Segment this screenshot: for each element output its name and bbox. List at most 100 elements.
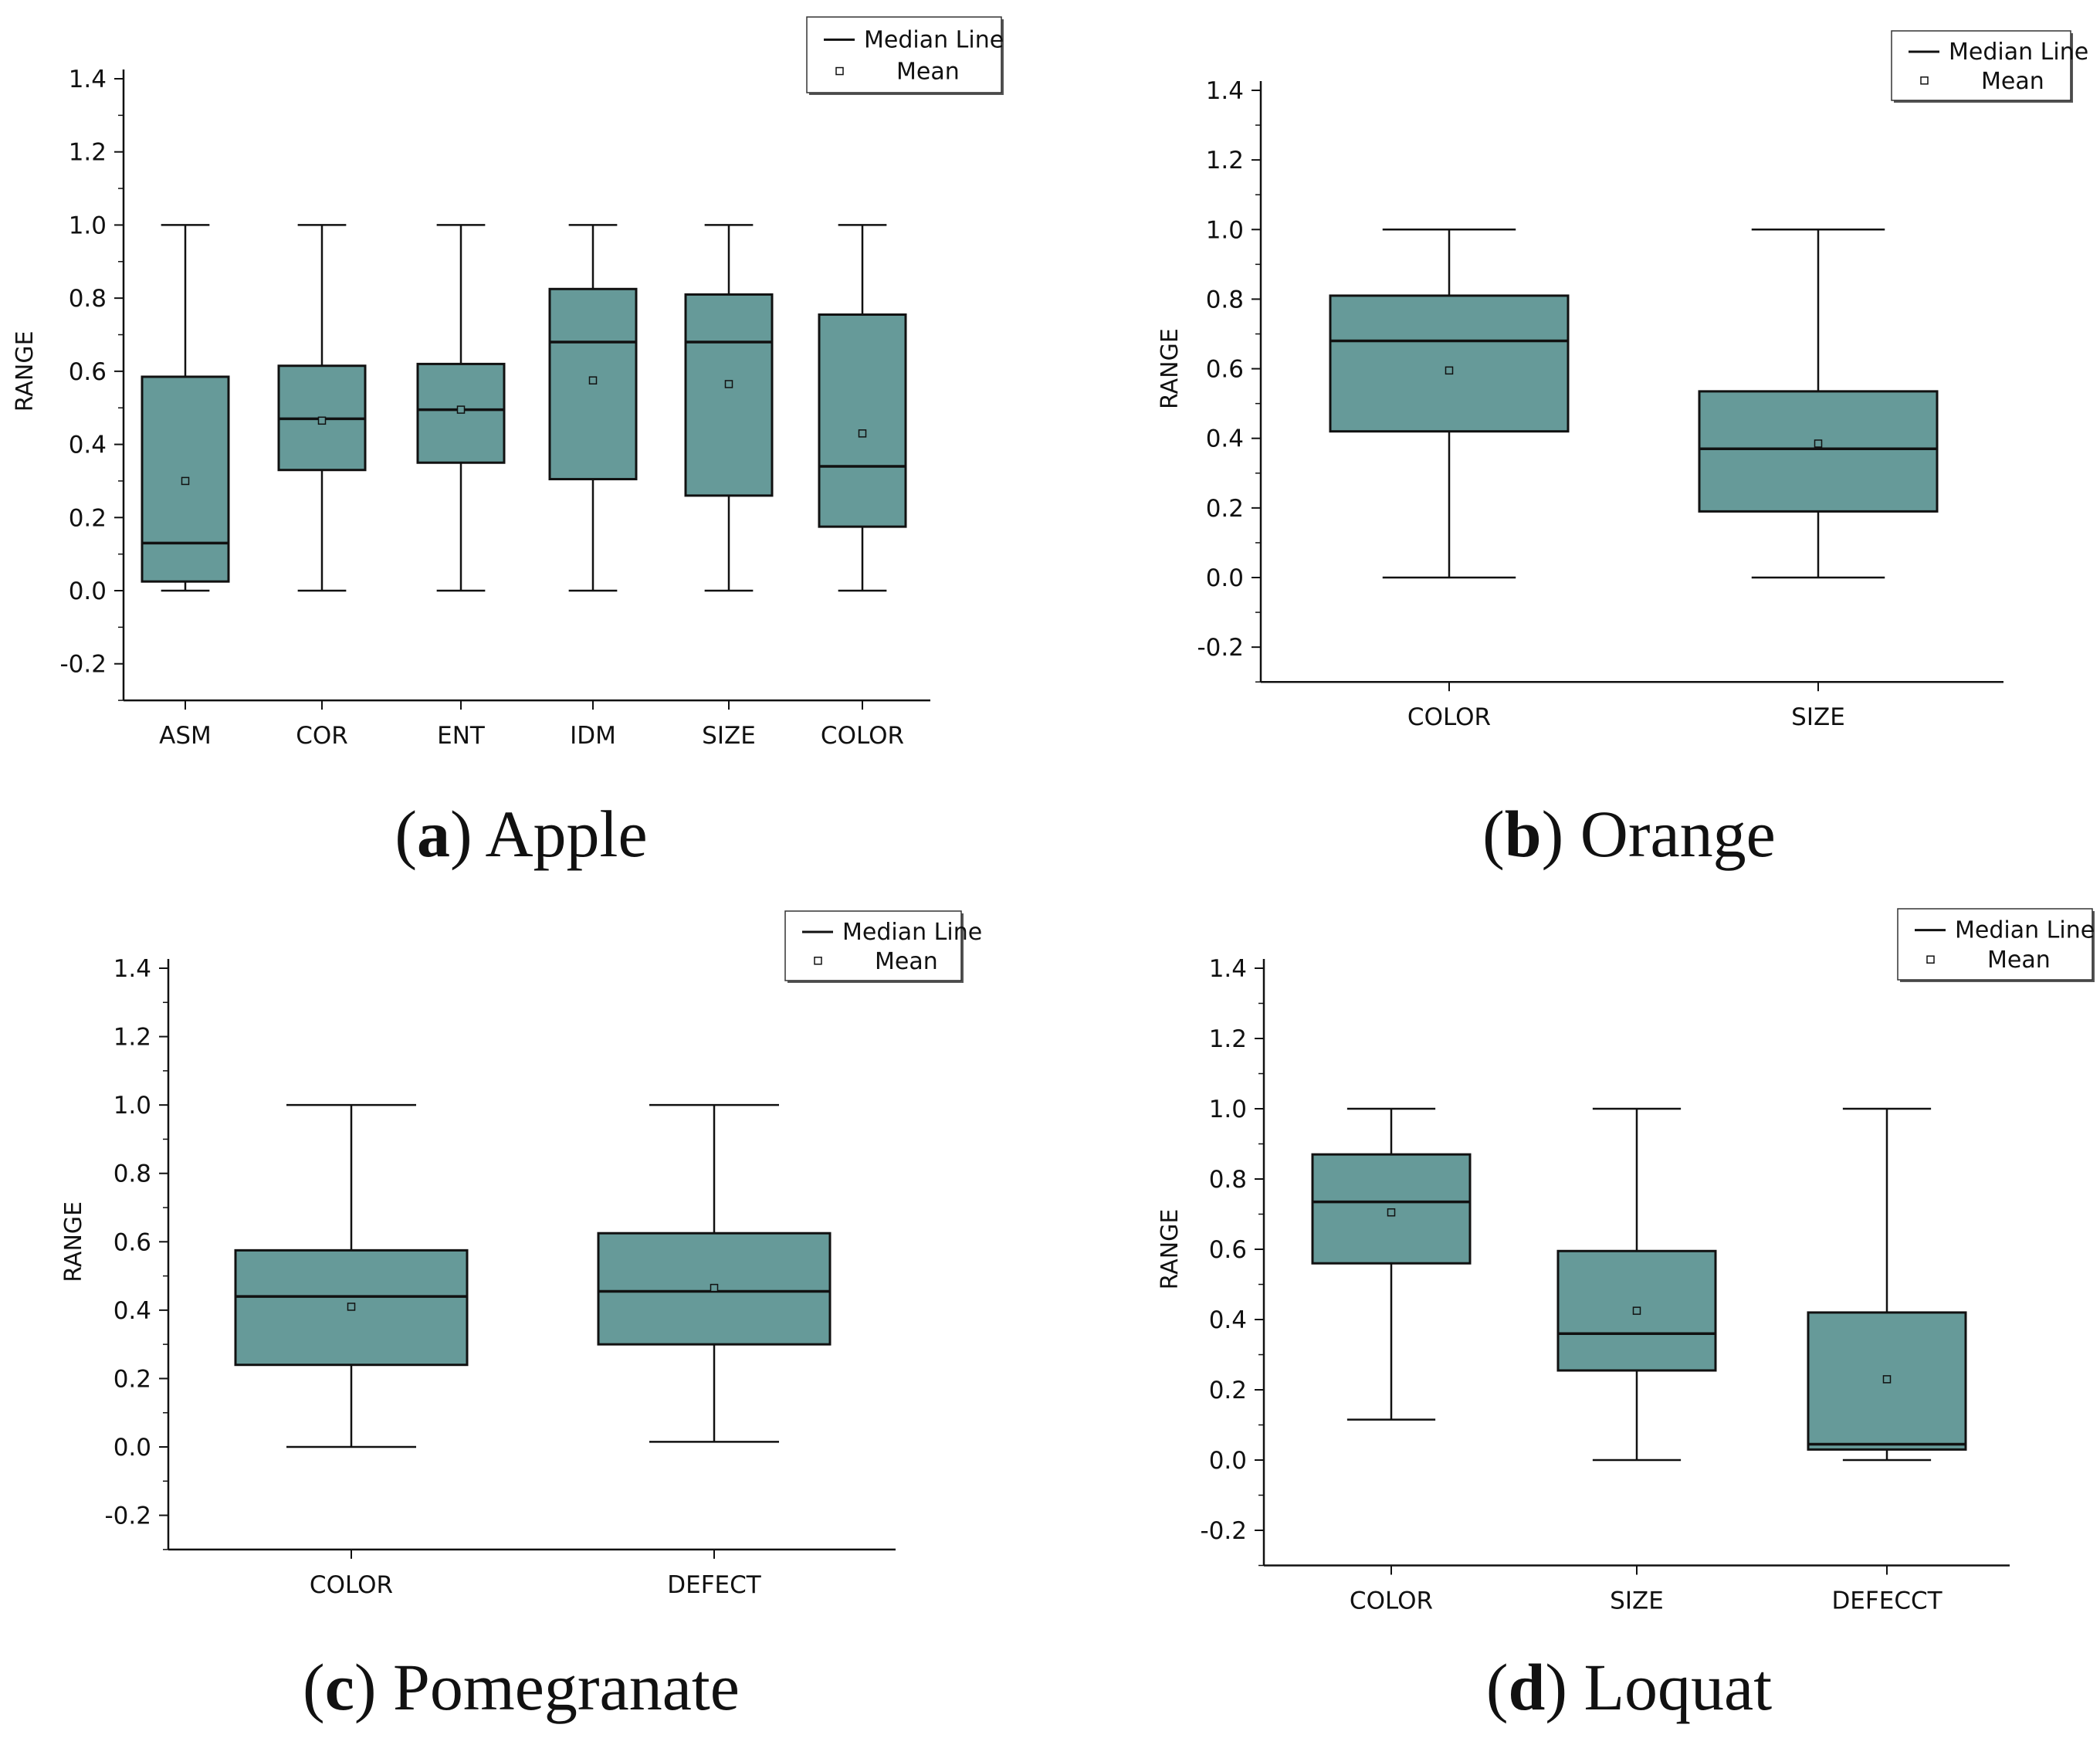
y-tick-label: 0.8	[1206, 286, 1244, 313]
iqr-box	[818, 313, 907, 528]
y-tick-label: 0.0	[113, 1434, 151, 1462]
x-tick-label: SIZE	[1791, 703, 1845, 731]
mean-marker	[1445, 366, 1454, 375]
y-tick-label: -0.2	[1197, 634, 1245, 662]
legend-mean-label: Mean	[1981, 68, 2044, 95]
legend-median-label: Median Line	[1955, 917, 2095, 944]
iqr-box	[1698, 390, 1939, 513]
legend-mean-swatch	[835, 66, 844, 76]
legend: Median Line Mean	[1897, 908, 2095, 982]
y-tick-label: 1.4	[1206, 77, 1244, 105]
x-tick-label: COR	[296, 722, 348, 750]
mean-marker	[724, 380, 733, 388]
y-tick-label: 1.0	[1209, 1096, 1247, 1123]
x-tick-label: SIZE	[1610, 1587, 1664, 1615]
y-tick-label: 0.4	[1209, 1306, 1247, 1334]
box-defect: DEFECT	[597, 1103, 832, 1599]
y-tick-label: 1.0	[69, 212, 107, 239]
y-tick-label: 0.8	[113, 1160, 151, 1188]
mean-marker	[858, 429, 867, 438]
y-tick-label: 1.0	[1206, 216, 1244, 244]
y-tick-label: 1.2	[113, 1024, 151, 1052]
caption-a: (a) Apple	[395, 797, 648, 871]
box-ent: ENT	[416, 224, 506, 750]
y-tick-label: 0.0	[1209, 1447, 1247, 1475]
chart-c: -0.2 0.0 0.2 0.4 0.6 0.8 1.0 1.2 1.4 RANGE COLOR DE…	[60, 910, 982, 1599]
y-tick-label: -0.2	[1201, 1517, 1248, 1545]
mean-marker	[710, 1283, 719, 1293]
x-tick-label: IDM	[570, 722, 616, 750]
mean-marker	[317, 416, 327, 425]
legend-median-label: Median Line	[1949, 39, 2088, 66]
mean-marker	[1387, 1208, 1396, 1217]
box-color: COLOR	[1329, 229, 1570, 731]
y-tick-label: 1.4	[69, 66, 107, 93]
chart-d: -0.2 0.0 0.2 0.4 0.6 0.8 1.0 1.2 1.4 RANGE COLOR SI…	[1157, 908, 2095, 1615]
x-tick-label: ENT	[437, 722, 486, 750]
y-tick-label: 0.2	[1209, 1377, 1247, 1404]
x-tick-label: COLOR	[1407, 703, 1491, 731]
y-tick-label: 1.2	[1209, 1025, 1247, 1053]
box-size: SIZE	[1556, 1107, 1717, 1615]
legend-box	[1897, 908, 2093, 981]
legend-box	[1891, 30, 2071, 101]
y-tick-label: 1.2	[1206, 147, 1244, 174]
y-tick-label: 0.2	[1206, 495, 1244, 523]
y-tick-label: 1.2	[69, 139, 107, 167]
legend-mean-swatch	[814, 957, 822, 965]
legend-median-label: Median Line	[864, 26, 1004, 53]
y-tick-label: 0.2	[113, 1365, 151, 1393]
mean-marker	[588, 376, 598, 385]
y-tick-label: 0.6	[1206, 356, 1244, 384]
y-tick-label: 0.6	[113, 1228, 151, 1256]
y-tick-label: 0.4	[69, 432, 107, 459]
box-idm: IDM	[548, 224, 638, 750]
legend-box	[784, 910, 962, 981]
box-color: COLOR	[1311, 1107, 1472, 1615]
y-tick-label: 0.4	[1206, 425, 1244, 453]
y-axis-label: RANGE	[1157, 328, 1184, 409]
legend-mean-label: Mean	[1987, 947, 2051, 974]
chart-b: -0.2 0.0 0.2 0.4 0.6 0.8 1.0 1.2 1.4 RANGE COLOR SI…	[1157, 30, 2088, 731]
y-tick-label: 0.6	[69, 358, 107, 386]
x-tick-label: DEFECCT	[1831, 1587, 1942, 1615]
legend-mean-swatch	[1920, 76, 1929, 85]
y-axis-label: RANGE	[60, 1201, 87, 1282]
y-tick-label: 0.8	[69, 285, 107, 313]
legend-median-label: Median Line	[842, 919, 982, 946]
legend-mean-label: Mean	[875, 948, 938, 975]
y-tick-label: 1.4	[1209, 955, 1247, 983]
y-axis-label: RANGE	[12, 330, 39, 412]
box-size: SIZE	[684, 224, 774, 750]
mean-marker	[1882, 1375, 1892, 1384]
x-tick-label: COLOR	[821, 722, 904, 750]
caption-c: (c) Pomegranate	[303, 1650, 740, 1724]
iqr-box	[1329, 294, 1570, 433]
y-tick-label: 0.0	[69, 578, 107, 605]
y-tick-label: 1.0	[113, 1092, 151, 1120]
y-tick-label: 0.2	[69, 504, 107, 532]
box-defecct: DEFECCT	[1807, 1107, 1967, 1615]
mean-marker	[1814, 439, 1823, 448]
box-color: COLOR	[818, 224, 907, 750]
box-size: SIZE	[1698, 229, 1939, 731]
x-tick-label: SIZE	[702, 722, 756, 750]
iqr-box	[684, 293, 774, 497]
y-tick-label: 0.6	[1209, 1236, 1247, 1264]
mean-marker	[347, 1303, 356, 1311]
y-tick-label: -0.2	[60, 651, 107, 679]
caption-b: (b) Orange	[1482, 797, 1776, 871]
y-tick-label: 0.8	[1209, 1166, 1247, 1194]
mean-marker	[1632, 1306, 1641, 1315]
caption-d: (d) Loquat	[1485, 1650, 1773, 1724]
x-tick-label: COLOR	[1350, 1587, 1433, 1615]
iqr-box	[234, 1248, 469, 1367]
box-color: COLOR	[234, 1103, 469, 1599]
legend-box	[806, 16, 1002, 93]
x-tick-label: DEFECT	[667, 1571, 762, 1599]
mean-marker	[181, 476, 190, 486]
